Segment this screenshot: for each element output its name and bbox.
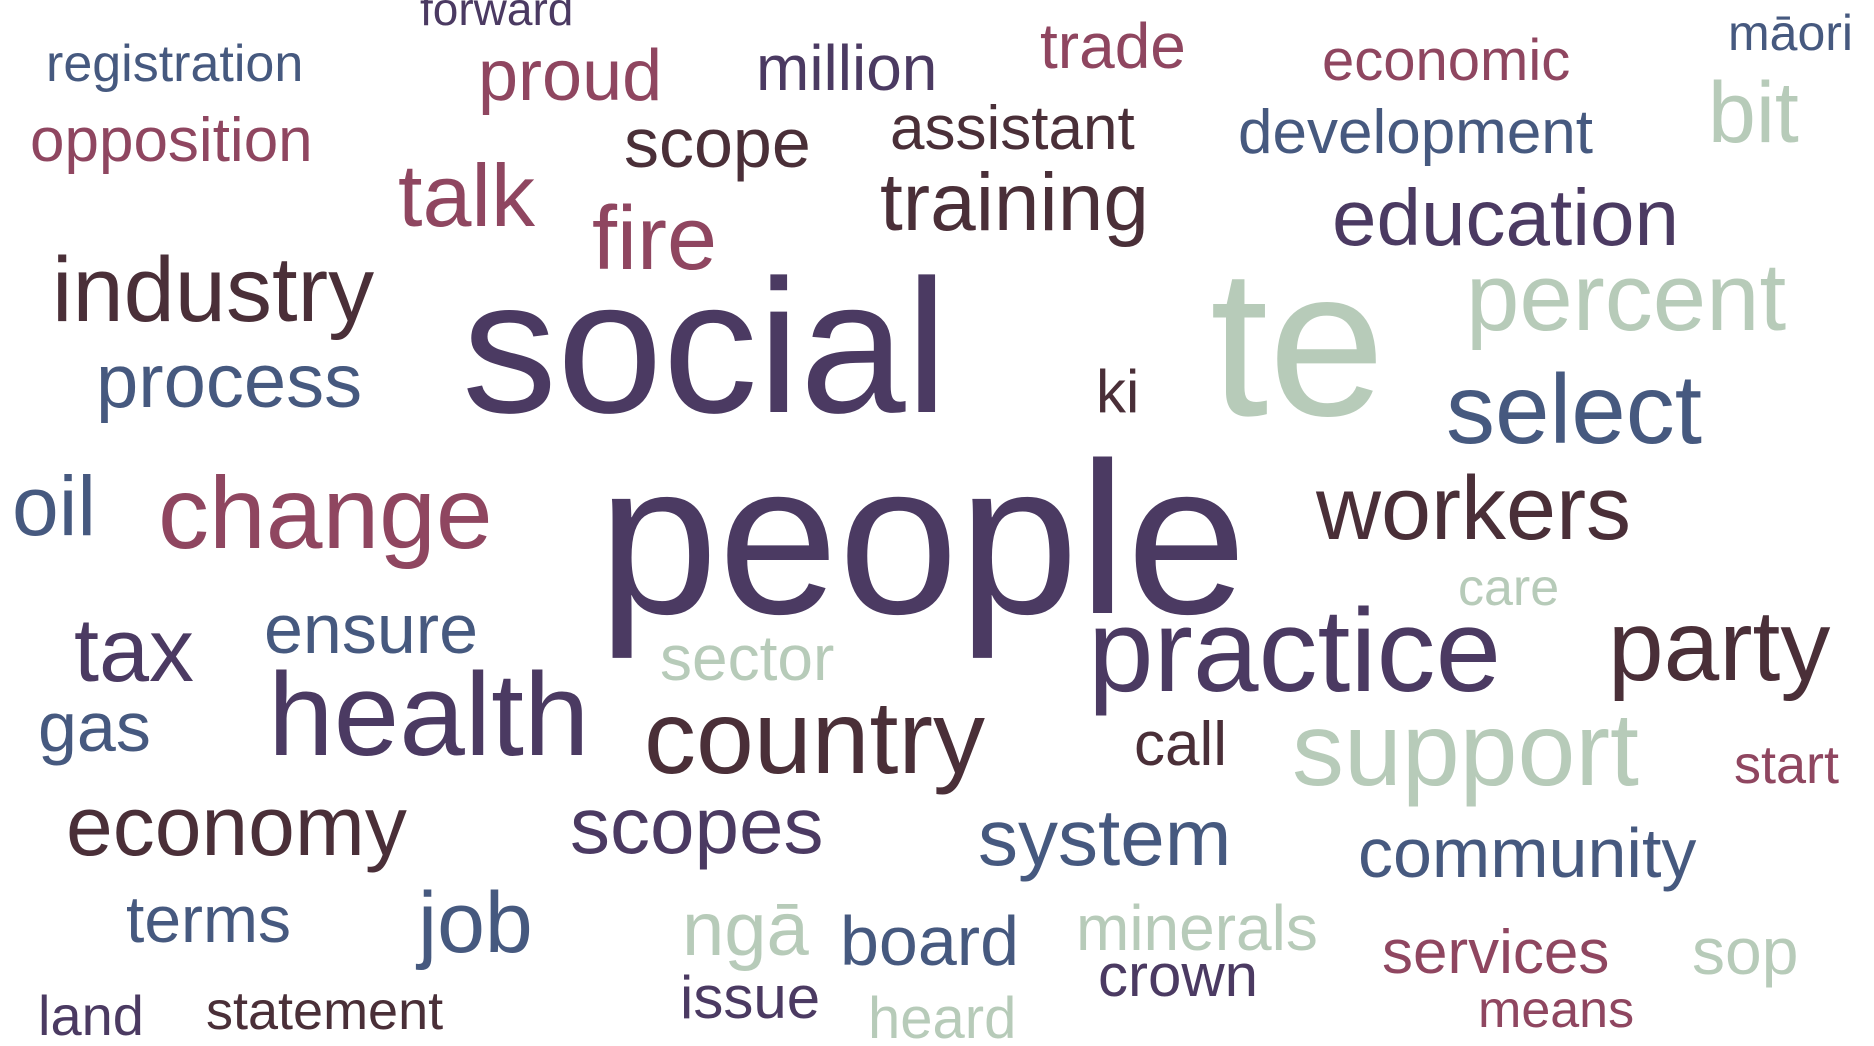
word-opposition: opposition xyxy=(30,106,313,175)
word-scopes: scopes xyxy=(570,781,824,870)
word-gas: gas xyxy=(38,688,151,766)
word-services: services xyxy=(1382,918,1610,987)
word-economy: economy xyxy=(66,779,407,873)
word-sop: sop xyxy=(1692,914,1799,988)
word-workers: workers xyxy=(1316,459,1632,559)
word-people: people xyxy=(598,417,1247,659)
word-call: call xyxy=(1134,710,1228,779)
word-country: country xyxy=(644,680,986,796)
word-start: start xyxy=(1734,735,1840,795)
word-development: development xyxy=(1238,98,1594,167)
word-statement: statement xyxy=(206,981,444,1041)
word-training: training xyxy=(880,157,1149,248)
word-industry: industry xyxy=(52,239,375,341)
word-community: community xyxy=(1358,814,1697,892)
word-health: health xyxy=(268,649,590,781)
word-issue: issue xyxy=(680,964,821,1031)
word-job: job xyxy=(418,875,533,971)
word-terms: terms xyxy=(126,882,291,956)
word-scope: scope xyxy=(624,104,811,182)
word-education: education xyxy=(1332,173,1679,262)
word-sector: sector xyxy=(660,622,835,694)
word-change: change xyxy=(158,456,493,570)
word-process: process xyxy=(96,339,363,424)
word-ensure: ensure xyxy=(264,590,479,668)
word-nga: ngā xyxy=(682,887,809,972)
word-minerals: minerals xyxy=(1076,892,1318,964)
word-support: support xyxy=(1292,692,1639,808)
word-means: means xyxy=(1478,981,1635,1039)
word-practice: practice xyxy=(1088,585,1502,717)
word-trade: trade xyxy=(1040,10,1186,82)
word-forward: forward xyxy=(420,0,574,35)
word-fire: fire xyxy=(592,189,718,289)
word-ki: ki xyxy=(1096,358,1140,425)
word-proud: proud xyxy=(478,36,663,116)
word-economic: economic xyxy=(1322,28,1571,93)
word-million: million xyxy=(756,32,938,104)
word-land: land xyxy=(38,984,144,1046)
word-crown: crown xyxy=(1098,942,1259,1009)
word-heard: heard xyxy=(868,986,1017,1046)
word-party: party xyxy=(1608,590,1831,702)
word-select: select xyxy=(1446,354,1703,464)
word-system: system xyxy=(978,793,1232,882)
word-assistant: assistant xyxy=(890,94,1135,163)
word-maori: māori xyxy=(1728,5,1854,61)
word-registration: registration xyxy=(46,35,304,93)
word-board: board xyxy=(840,902,1020,980)
word-te: te xyxy=(1210,225,1386,460)
word-care: care xyxy=(1458,559,1560,617)
word-talk: talk xyxy=(398,146,535,245)
word-oil: oil xyxy=(12,459,97,553)
word-social: social xyxy=(462,241,948,453)
word-tax: tax xyxy=(74,601,195,701)
word-percent: percent xyxy=(1466,244,1787,351)
word-bit: bit xyxy=(1708,65,1799,161)
